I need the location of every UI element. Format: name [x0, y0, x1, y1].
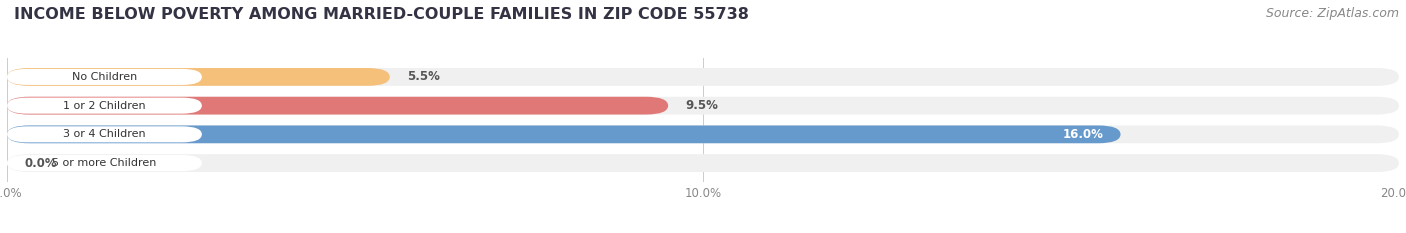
Text: 1 or 2 Children: 1 or 2 Children — [63, 101, 146, 111]
Text: 3 or 4 Children: 3 or 4 Children — [63, 129, 146, 139]
Text: 0.0%: 0.0% — [24, 157, 58, 170]
Text: 9.5%: 9.5% — [686, 99, 718, 112]
FancyBboxPatch shape — [7, 69, 202, 85]
FancyBboxPatch shape — [7, 155, 202, 171]
Text: INCOME BELOW POVERTY AMONG MARRIED-COUPLE FAMILIES IN ZIP CODE 55738: INCOME BELOW POVERTY AMONG MARRIED-COUPL… — [14, 7, 749, 22]
FancyBboxPatch shape — [7, 125, 1399, 143]
FancyBboxPatch shape — [7, 97, 1399, 115]
FancyBboxPatch shape — [7, 98, 202, 114]
FancyBboxPatch shape — [7, 97, 668, 115]
FancyBboxPatch shape — [7, 68, 389, 86]
Text: 16.0%: 16.0% — [1063, 128, 1104, 141]
FancyBboxPatch shape — [7, 126, 202, 142]
FancyBboxPatch shape — [7, 68, 1399, 86]
Text: 5.5%: 5.5% — [408, 70, 440, 83]
Text: Source: ZipAtlas.com: Source: ZipAtlas.com — [1265, 7, 1399, 20]
Text: 5 or more Children: 5 or more Children — [52, 158, 156, 168]
FancyBboxPatch shape — [7, 125, 1121, 143]
Text: No Children: No Children — [72, 72, 138, 82]
FancyBboxPatch shape — [7, 154, 1399, 172]
